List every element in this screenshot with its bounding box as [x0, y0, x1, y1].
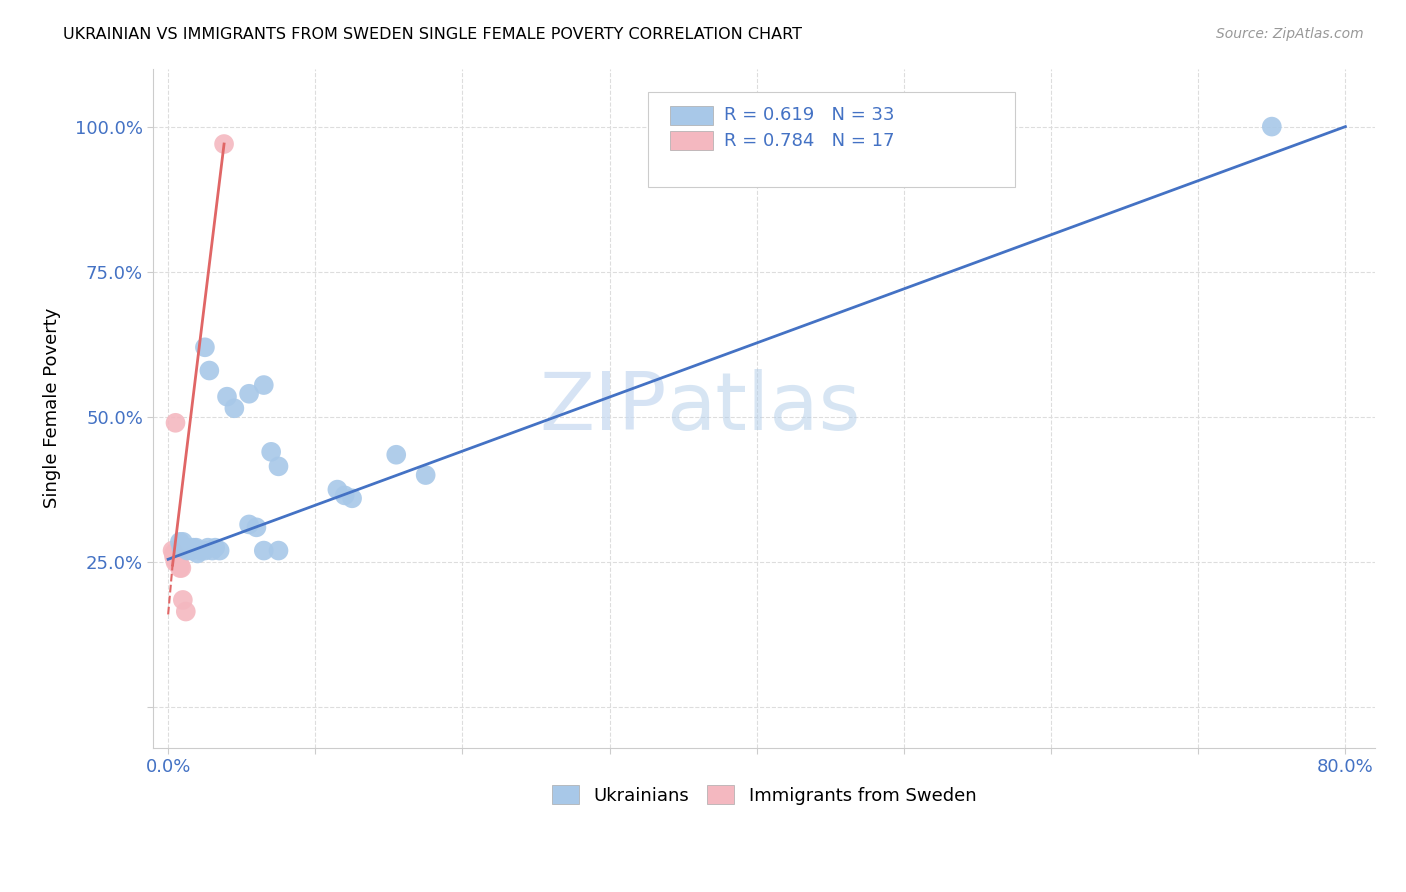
Point [204, 541, 226, 555]
Point [180, 543, 202, 558]
Point [215, 390, 238, 404]
Point [165, 552, 187, 566]
Point [333, 488, 356, 502]
Point [260, 445, 283, 459]
Point [166, 555, 188, 569]
Point [165, 555, 187, 569]
Point [197, 541, 219, 555]
Point [174, 605, 197, 619]
Point [238, 517, 260, 532]
FancyBboxPatch shape [671, 131, 713, 150]
Text: R = 0.784   N = 17: R = 0.784 N = 17 [724, 131, 894, 150]
Legend: Ukrainians, Immigrants from Sweden: Ukrainians, Immigrants from Sweden [543, 776, 986, 814]
Point [170, 561, 193, 575]
Text: Source: ZipAtlas.com: Source: ZipAtlas.com [1216, 27, 1364, 41]
Y-axis label: Single Female Poverty: Single Female Poverty [44, 308, 60, 508]
Point [212, 136, 235, 151]
Point [163, 546, 186, 560]
Point [385, 448, 408, 462]
Point [187, 546, 209, 560]
Point [169, 534, 191, 549]
Point [172, 593, 194, 607]
Point [326, 483, 349, 497]
FancyBboxPatch shape [648, 92, 1015, 187]
Point [208, 543, 231, 558]
FancyBboxPatch shape [671, 106, 713, 125]
Point [165, 549, 187, 564]
Point [245, 520, 267, 534]
Point [340, 491, 363, 506]
Point [167, 555, 190, 569]
Text: ZIP: ZIP [538, 369, 666, 447]
Point [253, 543, 276, 558]
Point [253, 378, 276, 392]
Point [169, 558, 191, 573]
Point [190, 543, 212, 558]
Point [198, 363, 221, 377]
Point [181, 541, 204, 555]
Text: R = 0.619   N = 33: R = 0.619 N = 33 [724, 106, 894, 124]
Point [174, 541, 197, 555]
Point [172, 534, 194, 549]
Point [165, 416, 187, 430]
Point [194, 543, 217, 558]
Point [201, 543, 224, 558]
Point [238, 386, 260, 401]
Point [170, 541, 193, 555]
Point [166, 552, 188, 566]
Point [415, 468, 437, 483]
Point [267, 459, 290, 474]
Point [224, 401, 246, 416]
Text: UKRAINIAN VS IMMIGRANTS FROM SWEDEN SINGLE FEMALE POVERTY CORRELATION CHART: UKRAINIAN VS IMMIGRANTS FROM SWEDEN SING… [63, 27, 803, 42]
Point [184, 541, 207, 555]
Point [162, 543, 184, 558]
Point [267, 543, 290, 558]
Text: atlas: atlas [666, 369, 860, 447]
Point [176, 543, 198, 558]
Point [169, 561, 191, 575]
Point [167, 552, 190, 566]
Point [1261, 120, 1284, 134]
Point [194, 340, 217, 354]
Point [163, 549, 186, 564]
